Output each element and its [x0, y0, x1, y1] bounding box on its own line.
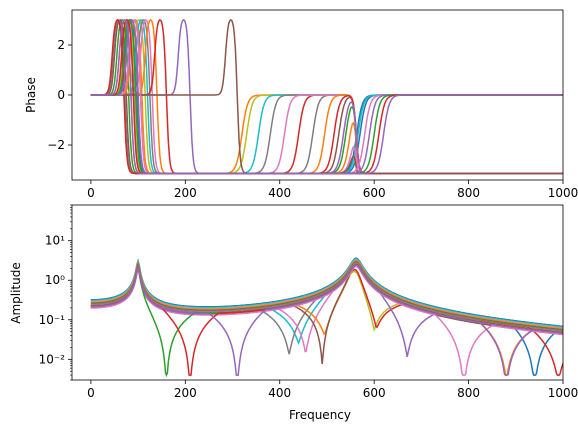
x-tick-label: 1000 — [548, 386, 578, 400]
x-tick-label: 0 — [87, 386, 95, 400]
y-tick-label: 2 — [57, 38, 65, 52]
phase-lines — [90, 19, 563, 175]
amplitude-x-axis-label: Frequency — [289, 408, 351, 422]
amplitude-series-line — [90, 261, 563, 332]
phase-x-ticks: 0 200 400 600 800 1000 — [87, 180, 578, 200]
y-tick-label: −2 — [47, 138, 65, 152]
x-tick-label: 200 — [174, 386, 197, 400]
amplitude-x-ticks: 0 200 400 600 800 1000 — [87, 380, 578, 400]
phase-y-axis-label: Phase — [24, 77, 38, 113]
amplitude-y-ticks: 10⁻² 10⁻¹ 10⁰ 10¹ — [39, 204, 72, 381]
x-tick-label: 800 — [457, 386, 480, 400]
x-tick-label: 800 — [457, 186, 480, 200]
x-tick-label: 1000 — [548, 186, 578, 200]
amplitude-y-axis-label: Amplitude — [9, 262, 23, 324]
y-tick-label: 10¹ — [45, 234, 65, 248]
amplitude-axes: 0 200 400 600 800 1000 10⁻² 10⁻¹ 10⁰ 10¹ Frequen… — [9, 204, 578, 422]
amplitude-series-line — [90, 265, 563, 376]
x-tick-label: 0 — [87, 186, 95, 200]
x-tick-label: 400 — [268, 186, 291, 200]
x-tick-label: 600 — [363, 186, 386, 200]
y-tick-label: 10⁻¹ — [39, 313, 66, 327]
phase-y-ticks: −2 0 2 — [47, 38, 72, 152]
y-tick-label: 10⁻² — [39, 352, 66, 366]
amplitude-series-line — [90, 264, 563, 376]
amplitude-lines — [90, 257, 563, 378]
amplitude-axes-frame — [71, 204, 564, 381]
y-tick-label: 0 — [57, 88, 65, 102]
x-tick-label: 400 — [268, 386, 291, 400]
y-tick-label: 10⁰ — [45, 273, 65, 287]
phase-series-line — [90, 19, 563, 175]
phase-axes: 0 200 400 600 800 1000 −2 0 2 Phase — [24, 9, 578, 200]
x-tick-label: 600 — [363, 386, 386, 400]
x-tick-label: 200 — [174, 186, 197, 200]
